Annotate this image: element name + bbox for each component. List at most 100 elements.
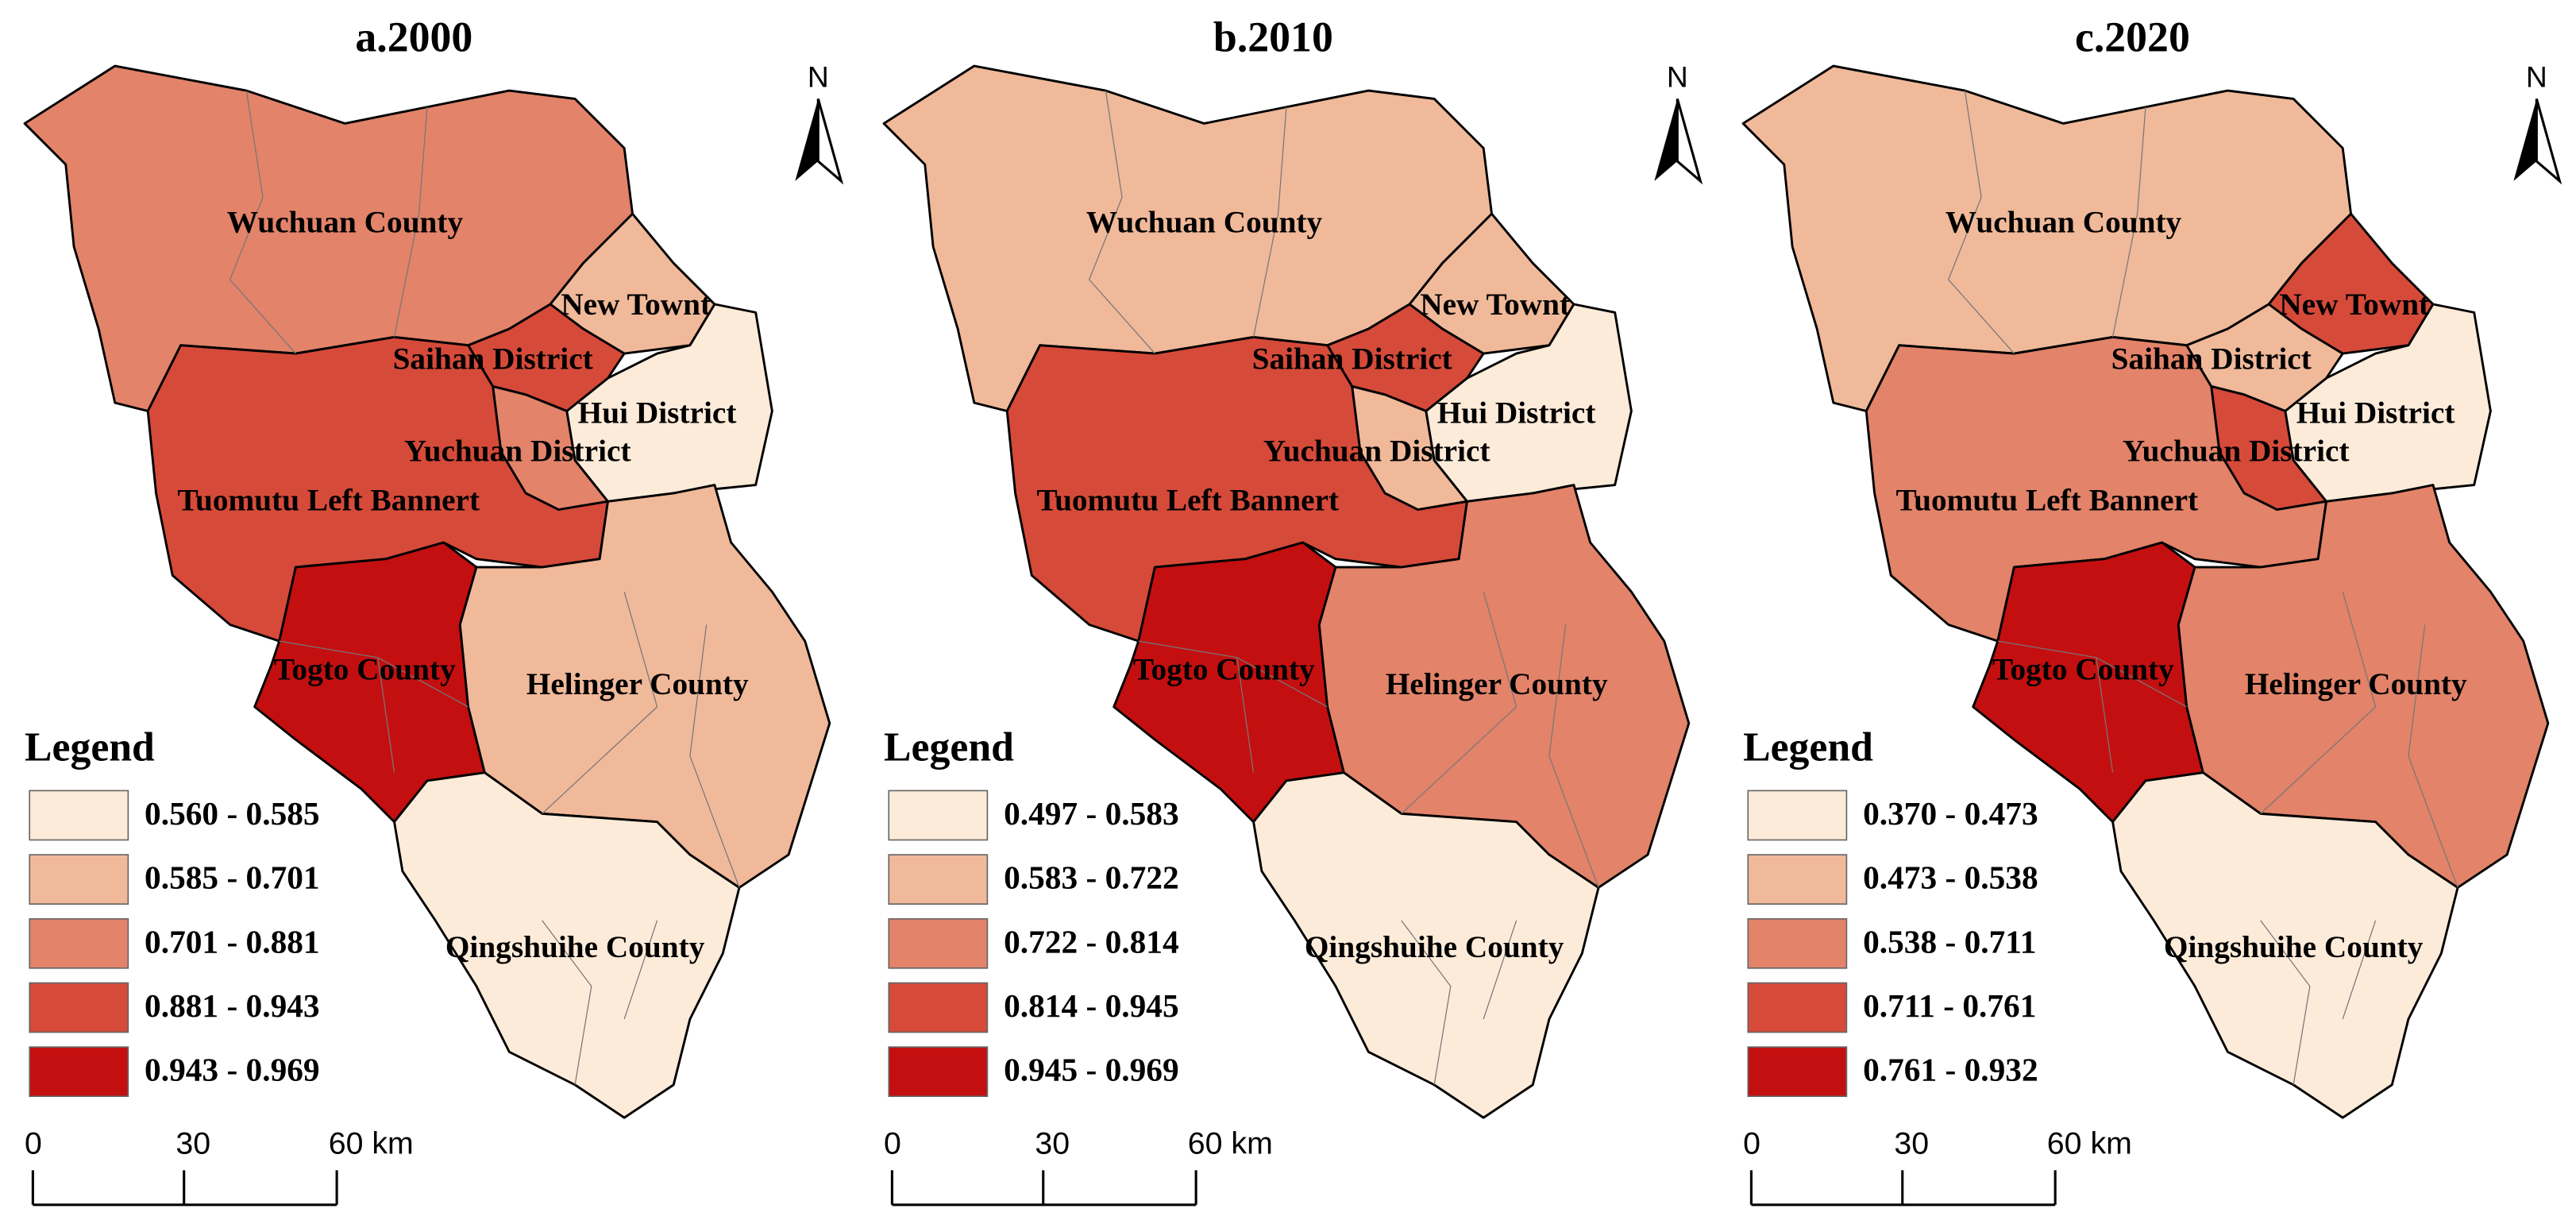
scale-label: 0	[1743, 1126, 1760, 1161]
township-border	[1088, 90, 1155, 354]
legend-swatch	[888, 917, 989, 969]
district-label: New Townt	[2279, 287, 2429, 322]
legend-label: 0.945 - 0.969	[1004, 1052, 1179, 1088]
township-border	[2408, 624, 2458, 888]
legend-label: 0.711 - 0.761	[1863, 987, 2036, 1024]
district-label: Wuchuan County	[227, 205, 464, 240]
district-label: Helinger County	[1386, 666, 1608, 701]
district-label: Saihan District	[1252, 341, 1452, 376]
map-title: b.2010	[1213, 13, 1333, 60]
legend-swatch	[888, 1046, 989, 1098]
north-arrow-right	[816, 98, 844, 185]
legend-label: 0.370 - 0.473	[1863, 795, 2038, 832]
legend-label: 0.881 - 0.943	[145, 987, 320, 1024]
north-arrow-left	[2513, 98, 2537, 181]
district-label: Togto County	[274, 651, 456, 686]
legend-label: 0.497 - 0.583	[1004, 795, 1179, 832]
district-label: Qingshuihe County	[2164, 929, 2424, 964]
township-border	[1483, 920, 1517, 1020]
legend-swatch	[29, 917, 129, 969]
district-label: Hui District	[1437, 396, 1596, 431]
north-arrow-left	[1654, 98, 1678, 181]
scale-label: 0	[25, 1126, 42, 1161]
legend-swatch	[1747, 1046, 1848, 1098]
township-border	[1252, 106, 1287, 338]
legend-swatch	[29, 1046, 129, 1098]
scale-label: 60 km	[2047, 1126, 2132, 1161]
district-label: Qingshuihe County	[445, 929, 705, 964]
township-border	[2342, 920, 2377, 1020]
district	[2111, 771, 2459, 1119]
legend-label: 0.701 - 0.881	[145, 923, 320, 960]
scale-label: 30	[175, 1126, 210, 1161]
township-border	[1236, 657, 1255, 773]
township-border	[542, 591, 658, 814]
district-label: Wuchuan County	[1086, 205, 1323, 240]
township-border	[393, 106, 428, 338]
legend-label: 0.585 - 0.701	[145, 859, 320, 896]
district-label: Yuchuan District	[404, 433, 631, 468]
legend-label: 0.943 - 0.969	[145, 1052, 320, 1088]
legend-label: 0.560 - 0.585	[145, 795, 320, 832]
legend-swatch	[29, 790, 129, 841]
scale-label: 0	[884, 1126, 901, 1161]
township-border	[2260, 591, 2377, 814]
township-border	[2260, 920, 2311, 1085]
legend-swatch	[1747, 790, 1848, 841]
township-border	[1548, 624, 1599, 888]
district	[1252, 771, 1600, 1119]
district-label: Wuchuan County	[1945, 205, 2182, 240]
legend-title: Legend	[884, 725, 1014, 770]
legend-swatch	[29, 982, 129, 1033]
district-label: Tuomutu Left Bannert	[177, 482, 480, 517]
district-label: Qingshuihe County	[1305, 929, 1564, 964]
legend-swatch	[888, 854, 989, 905]
map-title: c.2020	[2075, 13, 2190, 60]
legend-swatch	[888, 790, 989, 841]
scale-label: 30	[1035, 1126, 1070, 1161]
legend-label: 0.814 - 0.945	[1004, 987, 1179, 1024]
township-border	[2111, 106, 2146, 338]
north-arrow-left	[795, 98, 819, 181]
district-label: Hui District	[578, 396, 737, 431]
legend-label: 0.583 - 0.722	[1004, 859, 1179, 896]
district-label: Tuomutu Left Bannert	[1036, 482, 1339, 517]
legend-label: 0.761 - 0.932	[1863, 1052, 2038, 1088]
north-label: N	[808, 60, 829, 93]
district-label: Hui District	[2296, 396, 2455, 431]
map-panel: Wuchuan County New Townt Hui District Saiha…	[882, 13, 1703, 1207]
township-border	[1401, 591, 1517, 814]
district-label: Yuchuan District	[2123, 433, 2350, 468]
map-title: a.2000	[355, 13, 472, 60]
district-label: Yuchuan District	[1263, 433, 1490, 468]
township-border	[689, 624, 740, 888]
north-label: N	[1667, 60, 1688, 93]
legend-swatch	[29, 854, 129, 905]
legend-label: 0.473 - 0.538	[1863, 859, 2038, 896]
district-label: Tuomutu Left Bannert	[1895, 482, 2198, 517]
legend-title: Legend	[1743, 725, 1873, 770]
legend-label: 0.722 - 0.814	[1004, 923, 1179, 960]
district-label: Togto County	[1992, 651, 2174, 686]
district-label: Helinger County	[526, 666, 749, 701]
scale-label: 30	[1894, 1126, 1929, 1161]
north-label: N	[2526, 60, 2547, 93]
township-border	[542, 920, 592, 1085]
district-label: Helinger County	[2245, 666, 2467, 701]
legend-swatch	[1747, 982, 1848, 1033]
north-arrow-right	[2535, 98, 2563, 185]
township-border	[229, 90, 296, 354]
township-border	[1401, 920, 1452, 1085]
legend-swatch	[1747, 917, 1848, 969]
township-border	[2096, 657, 2114, 773]
scale-label: 60 km	[329, 1126, 414, 1161]
district-label: Saihan District	[2111, 341, 2312, 376]
legend-swatch	[888, 982, 989, 1033]
legend-label: 0.538 - 0.711	[1863, 923, 2036, 960]
north-arrow-right	[1676, 98, 1703, 185]
legend-title: Legend	[25, 725, 155, 770]
township-border	[623, 920, 658, 1020]
township-border	[377, 657, 395, 773]
